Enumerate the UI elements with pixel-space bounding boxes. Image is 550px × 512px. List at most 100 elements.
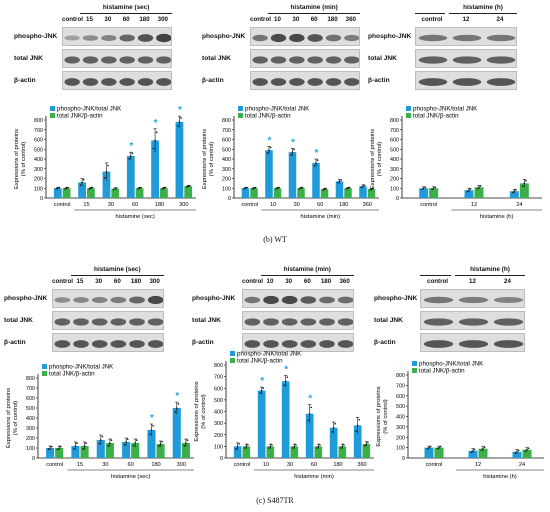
data-point [291,151,294,153]
blot-band [101,56,117,64]
bar-phospho [424,447,434,458]
blot-strip-phospho [250,27,360,46]
x-tick-label: 30 [102,462,108,468]
data-point [468,189,470,191]
treatment-header: histamine (min) [283,266,331,273]
legend-label: phospho-JNK/total JNK [245,106,310,113]
x-axis-label: histamine (min) [300,214,340,220]
data-point [107,164,109,167]
blot-band [418,56,448,64]
blot-band [423,318,454,326]
legend-label: phospho-JNK/total JNK [413,106,478,113]
bar-phospho [233,446,242,458]
blot-band [64,78,80,86]
legend-label: total JNK/β-actin [57,113,103,120]
bar-phospho [359,186,367,198]
blot-band [486,56,516,64]
y-tick-label: 200 [222,177,231,183]
blot-band [91,318,108,326]
blot-band [110,340,127,348]
blot-band [344,56,359,64]
data-point [347,187,349,190]
data-point [253,187,255,190]
data-point [365,443,368,445]
x-tick-label: 300 [179,202,188,208]
y-tick-label: 300 [214,421,223,427]
data-point [262,387,265,389]
data-point [266,152,269,154]
data-point [91,186,94,189]
lane-label: control [250,16,271,23]
blot-band [319,340,335,348]
header-rule [268,13,360,14]
lane-label: 60 [310,16,318,23]
caption-s487tr: (c) S487TR [256,496,294,505]
lane-label: control [427,278,448,285]
legend-swatch [42,364,47,369]
blot-strip-phospho [62,27,172,46]
lane-label: 12 [462,16,470,23]
bar-phospho [147,430,156,458]
legend-swatch [406,106,411,111]
data-point [348,186,351,189]
blot-svg [418,34,516,42]
blot-band [289,33,305,43]
bar-chart-wt-h: Expressions of proteins(% of control) 0 10… [370,106,542,220]
blot-band [156,78,171,86]
data-point [341,445,344,448]
y-tick-label: 500 [214,398,223,404]
blot-svg [423,340,524,348]
x-tick-label: 300 [177,462,186,468]
data-point [60,445,62,448]
blot-band [147,295,163,305]
y-tick-label: 100 [34,186,43,192]
data-point [134,442,137,444]
blot-band [493,318,524,326]
y-tick-label: 600 [222,138,231,144]
blot-strip-total [420,311,525,330]
data-point [185,442,187,444]
data-point [65,187,68,190]
bar-phospho [71,446,80,458]
lane-label: 180 [327,16,338,23]
blot-band [486,78,516,86]
x-axis-label: histamine (h) [480,214,514,220]
blot-band [101,35,117,41]
data-point [360,186,363,189]
blot-band [82,78,99,86]
blot-strip-phospho [242,289,354,308]
data-point [49,447,51,449]
bar-phospho [464,190,474,198]
row-label-phospho: phospho-JNK [374,295,418,302]
x-tick-label: 60 [132,202,138,208]
blot-band [281,340,298,348]
blot-svg [423,318,524,326]
y-tick-label: 400 [396,415,405,421]
blot-band [418,34,448,42]
y-tick-label: 700 [34,128,43,134]
data-point [177,403,180,405]
blot-band [91,297,108,303]
legend-label: phospho-JNK/total JNK [237,351,302,358]
data-point [104,177,106,179]
blot-band [270,33,287,43]
legend-label: phospho-JNK/total JNK [49,364,114,371]
legend-swatch [412,368,417,373]
significance-star: * [315,148,319,159]
data-point [480,449,483,451]
blot-band [54,340,71,348]
blot-strip-phospho [420,289,525,308]
control-rule [415,13,445,14]
blot-band [263,295,279,305]
data-point [515,189,517,191]
blot-strip-total [415,49,517,68]
data-point [116,187,118,189]
data-point [476,187,479,190]
bar-total [522,449,532,458]
data-point [337,181,339,184]
bar-phospho [512,451,522,458]
row-label-total: total JNK [14,55,43,62]
lane-label: 24 [496,16,504,23]
bar-phospho [353,425,362,458]
data-point [316,159,319,161]
